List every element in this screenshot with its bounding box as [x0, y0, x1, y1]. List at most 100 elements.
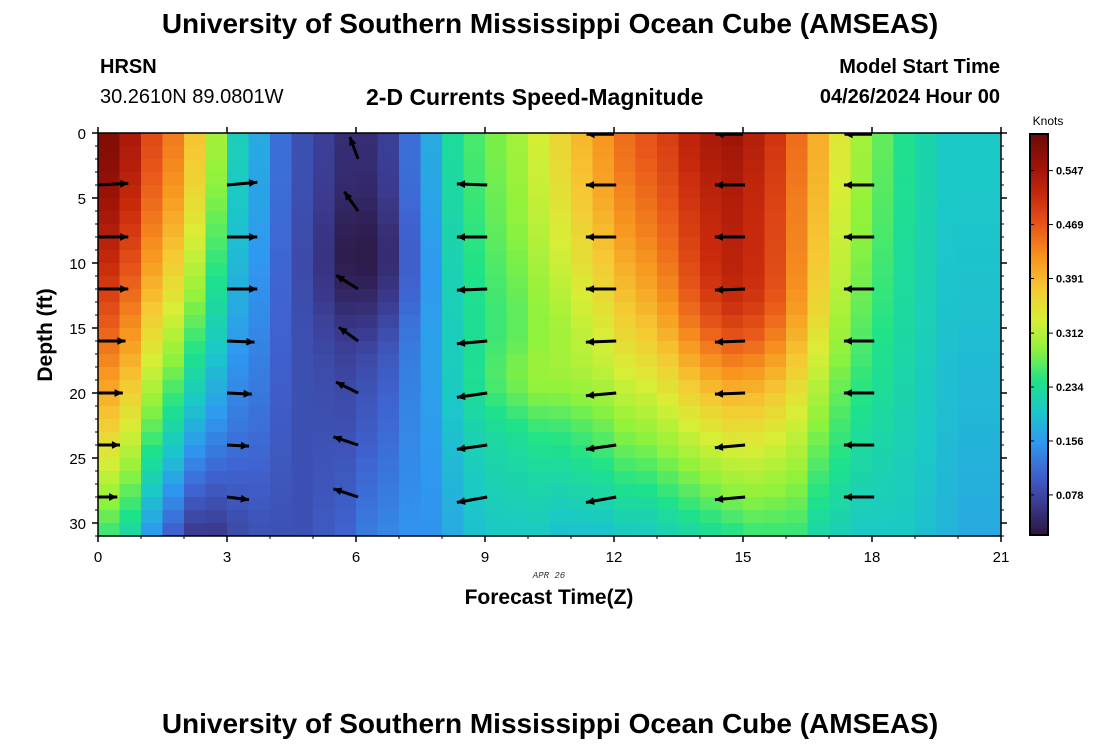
heatmap-cell — [700, 432, 723, 446]
heatmap-cell — [786, 315, 809, 329]
heatmap-cell — [592, 523, 615, 536]
heatmap-cell — [463, 224, 486, 238]
heatmap-cell — [549, 419, 572, 433]
heatmap-cell — [291, 133, 314, 147]
heatmap-cell — [829, 315, 852, 329]
heatmap-cell — [313, 419, 336, 433]
heatmap-cell — [721, 432, 744, 446]
heatmap-cell — [356, 250, 379, 264]
heatmap-cell — [958, 159, 981, 173]
heatmap-cell — [162, 250, 185, 264]
heatmap-cell — [98, 159, 121, 173]
heatmap-cell — [313, 328, 336, 342]
heatmap-cell — [743, 471, 766, 485]
heatmap-cell — [979, 133, 1001, 147]
heatmap-cell — [850, 315, 873, 329]
heatmap-cell — [377, 159, 400, 173]
heatmap-cell — [829, 380, 852, 394]
heatmap-cell — [635, 380, 658, 394]
heatmap-cell — [420, 185, 443, 199]
arrow-head — [117, 337, 126, 345]
heatmap-cell — [721, 172, 744, 186]
heatmap-cell — [463, 198, 486, 212]
heatmap-cell — [248, 315, 271, 329]
heatmap-cell — [184, 276, 207, 290]
heatmap-cell — [571, 289, 594, 303]
heatmap-cell — [829, 393, 852, 407]
x-tick-label: 3 — [223, 549, 231, 566]
heatmap-cell — [313, 497, 336, 511]
heatmap-cell — [291, 276, 314, 290]
heatmap-cell — [635, 367, 658, 381]
arrow-head — [338, 327, 348, 336]
heatmap-cell — [485, 146, 508, 160]
heatmap-cell — [614, 146, 637, 160]
heatmap-cell — [936, 146, 959, 160]
heatmap-cell — [485, 328, 508, 342]
heatmap-cell — [829, 263, 852, 277]
heatmap-cell — [635, 146, 658, 160]
heatmap-cell — [592, 185, 615, 199]
heatmap-cell — [141, 393, 164, 407]
heatmap-cell — [743, 133, 766, 147]
arrow-head — [349, 137, 357, 146]
heatmap-cell — [485, 289, 508, 303]
heatmap-cell — [184, 185, 207, 199]
heatmap-cell — [850, 406, 873, 420]
arrow-head — [714, 495, 724, 503]
heatmap-cell — [313, 172, 336, 186]
current-arrow — [714, 443, 746, 451]
heatmap-cell — [205, 172, 228, 186]
heatmap-cell — [764, 458, 787, 472]
x-tick-label: 6 — [352, 549, 360, 566]
heatmap-cell — [356, 289, 379, 303]
heatmap-cell — [571, 341, 594, 355]
heatmap-cell — [248, 328, 271, 342]
heatmap-cell — [506, 172, 529, 186]
heatmap-cell — [141, 198, 164, 212]
heatmap-cell — [915, 354, 938, 368]
current-arrow — [456, 233, 488, 241]
heatmap-cell — [635, 185, 658, 199]
heatmap-cell — [700, 185, 723, 199]
heatmap-cell — [893, 276, 916, 290]
heatmap-cell — [184, 133, 207, 147]
heatmap-cell — [786, 445, 809, 459]
heatmap-cell — [657, 211, 680, 225]
heatmap-cell — [850, 146, 873, 160]
heatmap-cell — [829, 146, 852, 160]
heatmap-cell — [528, 380, 551, 394]
heatmap-cell — [743, 458, 766, 472]
current-arrow — [227, 285, 258, 293]
arrow-head — [344, 191, 353, 201]
heatmap-cell — [506, 159, 529, 173]
colorbar-gradient — [1029, 133, 1049, 536]
heatmap-cell — [420, 432, 443, 446]
heatmap-cell — [850, 510, 873, 524]
current-arrow — [456, 285, 488, 294]
heatmap-cell — [764, 471, 787, 485]
heatmap-cell — [893, 302, 916, 316]
y-tick-label: 15 — [69, 321, 86, 338]
arrow-head — [336, 275, 346, 283]
current-arrow — [585, 391, 617, 399]
heatmap-cell — [162, 406, 185, 420]
heatmap-cell — [506, 224, 529, 238]
heatmap-cell — [936, 289, 959, 303]
heatmap-cell — [399, 510, 422, 524]
heatmap-cell — [463, 484, 486, 498]
heatmap-cell — [377, 315, 400, 329]
heatmap-cell — [291, 406, 314, 420]
heatmap-cell — [657, 367, 680, 381]
heatmap-cell — [420, 419, 443, 433]
heatmap-cell — [915, 523, 938, 536]
heatmap-cell — [678, 133, 701, 147]
heatmap-cell — [528, 354, 551, 368]
heatmap-cell — [614, 302, 637, 316]
heatmap-cell — [377, 237, 400, 251]
heatmap-cell — [829, 406, 852, 420]
heatmap-cell — [592, 237, 615, 251]
heatmap-cell — [958, 484, 981, 498]
arrow-head — [585, 181, 594, 189]
heatmap-cell — [506, 419, 529, 433]
